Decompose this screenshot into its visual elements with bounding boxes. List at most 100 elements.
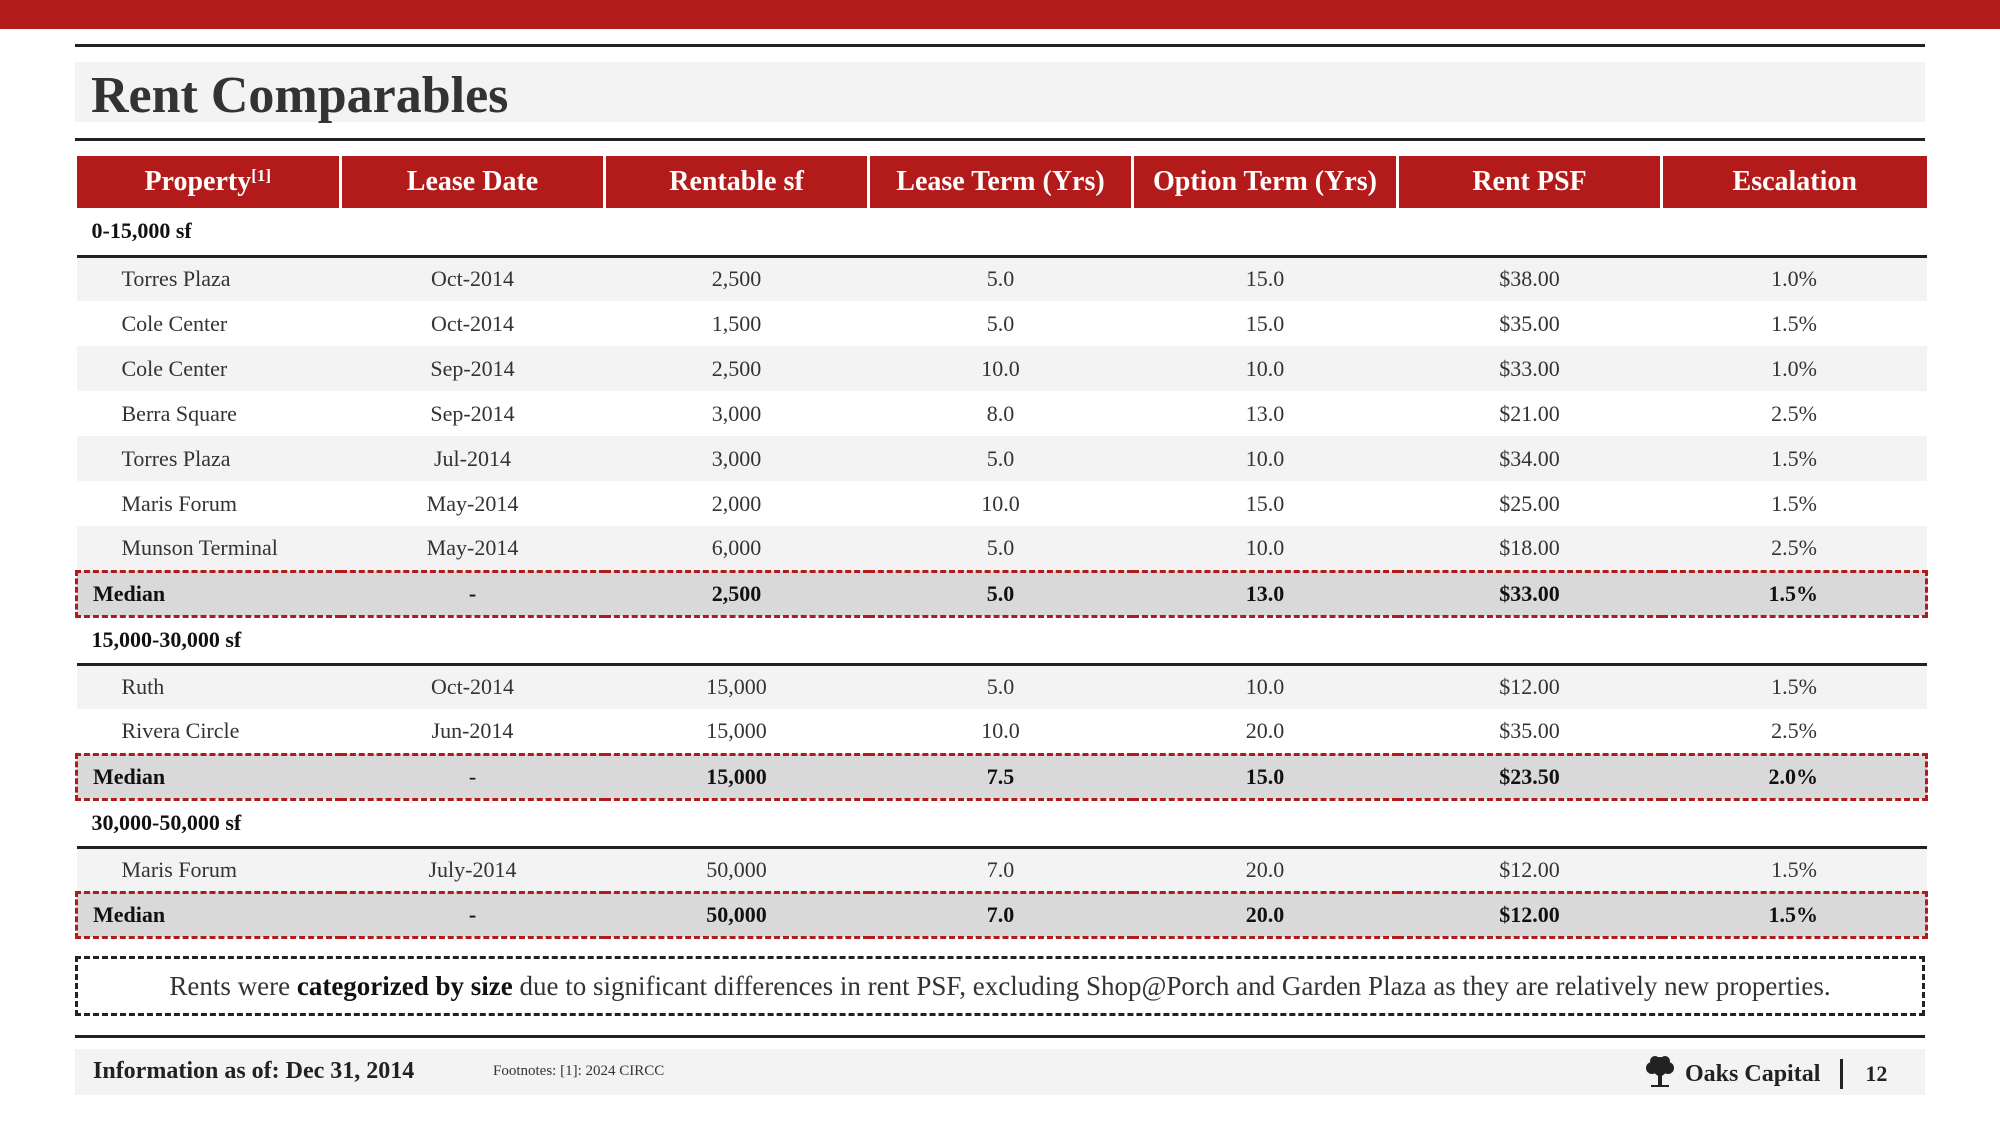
- table-cell: 1.5%: [1661, 664, 1927, 709]
- table-cell: $34.00: [1397, 436, 1662, 481]
- median-cell: 1.5%: [1661, 569, 1928, 618]
- table-cell: 7.0: [868, 847, 1133, 892]
- note-text-after: due to significant differences in rent P…: [512, 970, 1831, 1001]
- top-accent-bar: [0, 0, 2000, 29]
- size-group-header: 15,000-30,000 sf: [76, 616, 1927, 666]
- table-cell: 1,500: [711, 310, 762, 336]
- header-lease-term: Lease Term (Yrs): [867, 156, 1133, 208]
- rent-comparables-table: Property[1] Lease Date Rentable sf Lease…: [75, 156, 1928, 939]
- table-cell: July-2014: [340, 847, 605, 892]
- table-row: Cole Center Sep-2014 2,500 10.0 10.0 $33.00 1.…: [76, 346, 1927, 391]
- table-cell: 15,000: [706, 717, 767, 743]
- table-cell: $35.00: [1499, 717, 1560, 743]
- table-cell: 1.0%: [1661, 346, 1927, 391]
- footnote-marker: [1]: [251, 166, 272, 185]
- table-cell: 15.0: [1245, 310, 1285, 336]
- table-cell: Maris Forum: [76, 847, 341, 892]
- size-group-header: 30,000-50,000 sf: [76, 799, 1927, 849]
- table-row: Rivera Circle Jun-2014 15,000 10.0 20.0 $35.0…: [77, 709, 1927, 754]
- table-row: Cole Center Oct-2014 1,500 5.0 15.0 $35.00 1.5…: [77, 301, 1927, 346]
- table-cell: $38.00: [1397, 256, 1662, 301]
- table-row: Torres Plaza Oct-2014 2,500 5.0 15.0 $38.00 1.…: [76, 256, 1927, 301]
- size-group-header: 0-15,000 sf: [76, 208, 1927, 258]
- table-cell: $25.00: [1499, 490, 1560, 516]
- table-cell: 20.0: [1132, 847, 1398, 892]
- table-cell: 1.0%: [1661, 256, 1927, 301]
- table-cell: 10.0: [1132, 664, 1398, 709]
- median-cell: 5.0: [868, 569, 1133, 618]
- table-cell: 2,500: [604, 256, 869, 301]
- table-cell: Torres Plaza: [76, 436, 341, 481]
- table-cell: 10.0: [981, 490, 1020, 516]
- table-cell: 3,000: [604, 436, 869, 481]
- median-cell: 2.0%: [1661, 752, 1928, 801]
- table-body: 0-15,000 sf Torres Plaza Oct-2014 2,500 5.0 1…: [75, 208, 1928, 939]
- footnote-text: Footnotes: [1]: 2024 CIRCC: [493, 1063, 665, 1079]
- table-cell: 5.0: [868, 526, 1133, 571]
- table-cell: 1.5%: [1771, 310, 1817, 336]
- size-group-label: 0-15,000 sf: [76, 208, 1927, 258]
- brand-name: Oaks Capital: [1685, 1060, 1821, 1087]
- median-cell: 1.5%: [1661, 890, 1928, 939]
- table-row: Munson Terminal May-2014 6,000 5.0 10.0 $18.0…: [76, 526, 1927, 571]
- header-property-label: Property: [144, 166, 252, 197]
- title-band: [75, 62, 1925, 122]
- median-cell: Median: [75, 752, 341, 801]
- table-cell: 1.5%: [1661, 847, 1927, 892]
- table-cell: 1.5%: [1661, 436, 1927, 481]
- median-cell: 20.0: [1132, 890, 1398, 939]
- table-cell: 15.0: [1132, 256, 1398, 301]
- table-cell: 5.0: [868, 256, 1133, 301]
- table-row: Torres Plaza Jul-2014 3,000 5.0 10.0 $34.00 1.…: [76, 436, 1927, 481]
- median-cell: 50,000: [604, 890, 869, 939]
- table-cell: 50,000: [604, 847, 869, 892]
- page-number: 12: [1865, 1061, 1888, 1086]
- median-cell: 15.0: [1132, 752, 1398, 801]
- table-cell: $21.00: [1499, 400, 1560, 426]
- table-row: Ruth Oct-2014 15,000 5.0 10.0 $12.00 1.5%: [76, 664, 1927, 709]
- table-cell: $12.00: [1397, 664, 1662, 709]
- size-group-label: 30,000-50,000 sf: [76, 799, 1927, 849]
- note-text: Rents were categorized by size due to si…: [169, 971, 1830, 1002]
- table-cell: 2.5%: [1771, 400, 1817, 426]
- median-row: Median -15,000 7.5 15.0 $23.50 2.0%: [75, 752, 1928, 801]
- median-cell: 15,000: [604, 752, 869, 801]
- footer-top-rule: [75, 1035, 1925, 1038]
- table-cell: 5.0: [868, 664, 1133, 709]
- table-cell: 2,000: [711, 490, 762, 516]
- table-cell: 5.0: [986, 310, 1015, 336]
- header-lease-date: Lease Date: [339, 156, 605, 208]
- oak-tree-icon: [1643, 1055, 1677, 1094]
- table-cell: Maris Forum: [121, 490, 238, 516]
- table-cell: 5.0: [868, 436, 1133, 481]
- median-cell: Median: [75, 890, 341, 939]
- table-cell: 6,000: [604, 526, 869, 571]
- median-cell: $23.50: [1397, 752, 1662, 801]
- table-cell: May-2014: [340, 526, 605, 571]
- table-cell: 15,000: [604, 664, 869, 709]
- title-bottom-rule: [75, 138, 1925, 141]
- table-cell: $12.00: [1397, 847, 1662, 892]
- table-cell: Oct-2014: [340, 664, 605, 709]
- footer-band: [75, 1049, 1925, 1095]
- table-cell: Jul-2014: [340, 436, 605, 481]
- header-option-term: Option Term (Yrs): [1131, 156, 1398, 208]
- table-cell: Torres Plaza: [76, 256, 341, 301]
- table-cell: Cole Center: [121, 310, 228, 336]
- table-cell: Ruth: [76, 664, 341, 709]
- median-row: Median -50,000 7.0 20.0 $12.00 1.5%: [75, 890, 1928, 939]
- header-rentable-sf: Rentable sf: [603, 156, 869, 208]
- median-cell: 7.0: [868, 890, 1133, 939]
- table-cell: 2,500: [604, 346, 869, 391]
- median-row: Median -2,500 5.0 13.0 $33.00 1.5%: [75, 569, 1928, 618]
- table-cell: 2.5%: [1771, 717, 1817, 743]
- median-cell: $33.00: [1397, 569, 1662, 618]
- header-rent-psf: Rent PSF: [1396, 156, 1662, 208]
- median-cell: 7.5: [868, 752, 1133, 801]
- table-header-row: Property[1] Lease Date Rentable sf Lease…: [76, 156, 1927, 208]
- table-cell: 20.0: [1245, 717, 1285, 743]
- header-property: Property[1]: [76, 156, 341, 208]
- table-row: Maris Forum May-2014 2,000 10.0 15.0 $25.00 1.…: [77, 481, 1927, 526]
- table-cell: 3,000: [711, 400, 762, 426]
- median-cell: -: [340, 569, 605, 618]
